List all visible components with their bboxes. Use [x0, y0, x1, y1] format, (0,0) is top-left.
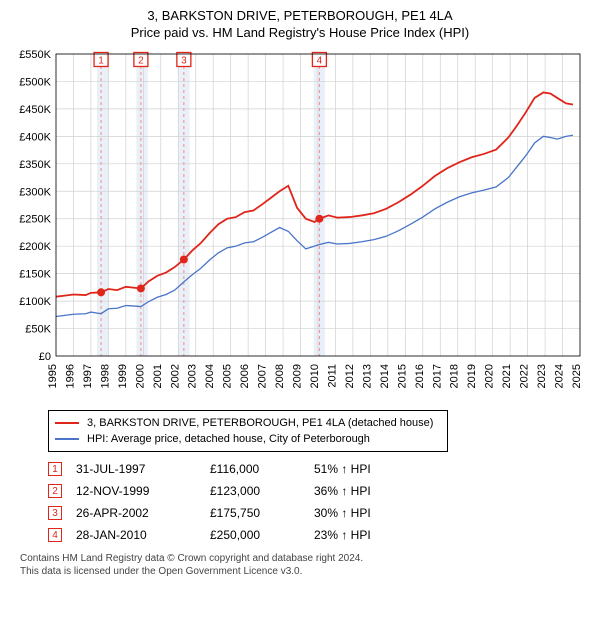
sale-price: £116,000	[210, 462, 300, 476]
line-chart-svg: £0 £50K £100K £150K £200K £250K £300K £350K £400…	[10, 46, 590, 406]
chart-subtitle: Price paid vs. HM Land Registry's House …	[10, 25, 590, 40]
svg-text:2010: 2010	[309, 364, 321, 388]
legend-item: 3, BARKSTON DRIVE, PETERBOROUGH, PE1 4LA…	[55, 415, 441, 431]
svg-text:2020: 2020	[484, 364, 496, 388]
legend-swatch	[55, 438, 79, 440]
svg-text:£450K: £450K	[19, 104, 51, 116]
legend-label: HPI: Average price, detached house, City…	[87, 433, 370, 445]
svg-text:2007: 2007	[257, 364, 269, 388]
sale-marker: 4	[48, 528, 62, 542]
svg-text:2021: 2021	[501, 364, 513, 388]
sale-marker: 2	[48, 484, 62, 498]
svg-text:2011: 2011	[326, 364, 338, 388]
sales-row: 4 28-JAN-2010 £250,000 23% ↑ HPI	[48, 524, 580, 546]
svg-text:£200K: £200K	[19, 241, 51, 253]
svg-text:2005: 2005	[222, 364, 234, 388]
footer-attribution: Contains HM Land Registry data © Crown c…	[20, 552, 580, 578]
svg-text:£250K: £250K	[19, 214, 51, 226]
svg-text:2: 2	[138, 55, 144, 66]
svg-text:£150K: £150K	[19, 269, 51, 281]
svg-text:£550K: £550K	[19, 49, 51, 61]
svg-text:1997: 1997	[82, 364, 94, 388]
chart-container: 3, BARKSTON DRIVE, PETERBOROUGH, PE1 4LA…	[0, 0, 600, 584]
svg-text:2004: 2004	[204, 364, 216, 388]
svg-text:2002: 2002	[169, 364, 181, 388]
svg-text:£400K: £400K	[19, 131, 51, 143]
sale-marker: 3	[48, 506, 62, 520]
svg-text:2018: 2018	[449, 364, 461, 388]
svg-text:1998: 1998	[99, 364, 111, 388]
svg-text:2014: 2014	[379, 364, 391, 388]
svg-text:1: 1	[98, 55, 104, 66]
sale-pct: 30% ↑ HPI	[314, 506, 434, 520]
svg-text:2001: 2001	[152, 364, 164, 388]
sales-table: 1 31-JUL-1997 £116,000 51% ↑ HPI 2 12-NOV-199…	[48, 458, 580, 546]
svg-text:1999: 1999	[117, 364, 129, 388]
svg-text:£100K: £100K	[19, 296, 51, 308]
sale-date: 28-JAN-2010	[76, 528, 196, 542]
svg-text:2024: 2024	[554, 364, 566, 388]
legend-label: 3, BARKSTON DRIVE, PETERBOROUGH, PE1 4LA…	[87, 417, 433, 429]
svg-text:2000: 2000	[134, 364, 146, 388]
sale-date: 12-NOV-1999	[76, 484, 196, 498]
sale-price: £123,000	[210, 484, 300, 498]
svg-text:£350K: £350K	[19, 159, 51, 171]
legend: 3, BARKSTON DRIVE, PETERBOROUGH, PE1 4LA…	[48, 410, 448, 452]
sales-row: 3 26-APR-2002 £175,750 30% ↑ HPI	[48, 502, 580, 524]
chart-title-address: 3, BARKSTON DRIVE, PETERBOROUGH, PE1 4LA	[10, 8, 590, 23]
sale-marker: 1	[48, 462, 62, 476]
svg-text:1996: 1996	[64, 364, 76, 388]
sale-date: 31-JUL-1997	[76, 462, 196, 476]
svg-text:2017: 2017	[431, 364, 443, 388]
sales-row: 1 31-JUL-1997 £116,000 51% ↑ HPI	[48, 458, 580, 480]
svg-text:2025: 2025	[571, 364, 583, 388]
svg-text:£0: £0	[39, 351, 51, 363]
sale-price: £175,750	[210, 506, 300, 520]
svg-text:2013: 2013	[361, 364, 373, 388]
svg-text:2019: 2019	[466, 364, 478, 388]
svg-text:2009: 2009	[292, 364, 304, 388]
sales-row: 2 12-NOV-1999 £123,000 36% ↑ HPI	[48, 480, 580, 502]
title-block: 3, BARKSTON DRIVE, PETERBOROUGH, PE1 4LA…	[10, 8, 590, 40]
footer-line-2: This data is licensed under the Open Gov…	[20, 565, 580, 578]
svg-text:1995: 1995	[47, 364, 59, 388]
svg-text:2012: 2012	[344, 364, 356, 388]
svg-text:2003: 2003	[187, 364, 199, 388]
svg-text:£500K: £500K	[19, 76, 51, 88]
footer-line-1: Contains HM Land Registry data © Crown c…	[20, 552, 580, 565]
svg-text:4: 4	[317, 55, 323, 66]
sale-date: 26-APR-2002	[76, 506, 196, 520]
sale-price: £250,000	[210, 528, 300, 542]
svg-text:£50K: £50K	[25, 324, 51, 336]
sale-pct: 51% ↑ HPI	[314, 462, 434, 476]
svg-text:£300K: £300K	[19, 186, 51, 198]
sale-pct: 23% ↑ HPI	[314, 528, 434, 542]
legend-item: HPI: Average price, detached house, City…	[55, 431, 441, 447]
svg-text:2016: 2016	[414, 364, 426, 388]
svg-text:2023: 2023	[536, 364, 548, 388]
svg-text:2006: 2006	[239, 364, 251, 388]
svg-text:2022: 2022	[519, 364, 531, 388]
legend-swatch	[55, 422, 79, 424]
svg-text:2008: 2008	[274, 364, 286, 388]
sale-pct: 36% ↑ HPI	[314, 484, 434, 498]
svg-text:3: 3	[181, 55, 187, 66]
chart-area: £0 £50K £100K £150K £200K £250K £300K £350K £400…	[10, 46, 590, 406]
svg-text:2015: 2015	[396, 364, 408, 388]
